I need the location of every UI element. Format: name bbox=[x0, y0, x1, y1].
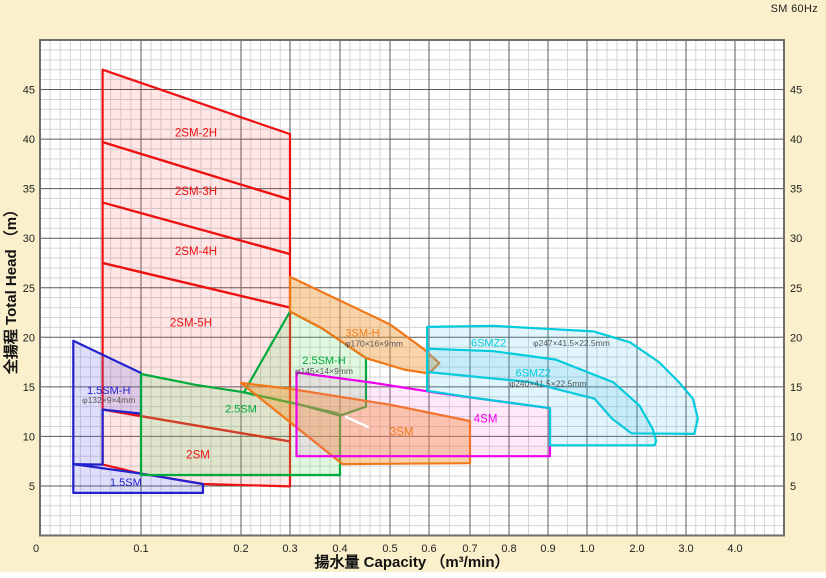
y-tick-label-right: 15 bbox=[790, 382, 802, 394]
y-tick-label-right: 5 bbox=[790, 481, 796, 493]
x-tick-label: 1.0 bbox=[579, 543, 594, 555]
region-label: φ170×16×9mm bbox=[345, 338, 403, 348]
region-label: 6SMZ2 bbox=[515, 367, 550, 379]
region-3SM bbox=[239, 381, 472, 466]
x-tick-label: 0.5 bbox=[382, 543, 397, 555]
x-tick-label: 0.6 bbox=[421, 543, 436, 555]
region-label: 2.5SM-H bbox=[302, 355, 345, 367]
x-tick-label: 2.0 bbox=[629, 543, 644, 555]
y-tick-label-left: 10 bbox=[23, 431, 35, 443]
region-label: 3SM-H bbox=[345, 327, 379, 339]
y-tick-label-right: 40 bbox=[790, 134, 802, 146]
region-label: φ240×41.5×22.5mm bbox=[510, 378, 587, 388]
x-tick-label: 0.9 bbox=[540, 543, 555, 555]
pump-regions bbox=[72, 68, 699, 494]
region-label: 4SM bbox=[474, 414, 498, 426]
region-label: 2SM-2H bbox=[175, 127, 217, 139]
region-label: 3SM bbox=[390, 427, 414, 439]
region-6SMZ2-240 bbox=[426, 347, 658, 447]
region-label: 2SM bbox=[186, 449, 210, 461]
y-tick-label-right: 30 bbox=[790, 233, 802, 245]
x-tick-label: 0.4 bbox=[332, 543, 347, 555]
plot-border bbox=[39, 39, 785, 537]
cursor-artifact bbox=[344, 415, 370, 429]
y-tick-labels: 5 5 10 10 15 15 20 20 25 25 30 30 35 35 40 40 45 45 bbox=[23, 85, 803, 493]
x-tick-label: 4.0 bbox=[727, 543, 742, 555]
x-tick-label: 0.3 bbox=[282, 543, 297, 555]
x-tick-label: 0 bbox=[33, 543, 39, 555]
region-labels: 2SM-2H 2SM-3H 2SM-4H 2SM-5H 2SM 1.5SM-Hφ132×9… bbox=[82, 127, 610, 489]
y-tick-label-left: 45 bbox=[23, 85, 35, 97]
y-tick-label-right: 45 bbox=[790, 85, 802, 97]
y-axis-title: 全揚程 Total Head （m） bbox=[2, 202, 20, 375]
region-label: φ132×9×4mm bbox=[82, 395, 135, 405]
y-tick-label-left: 30 bbox=[23, 233, 35, 245]
region-1.5SM bbox=[72, 463, 205, 494]
x-tick-label: 0.7 bbox=[462, 543, 477, 555]
y-tick-label-right: 10 bbox=[790, 431, 802, 443]
x-tick-label: 0.8 bbox=[501, 543, 516, 555]
region-label: 2.5SM bbox=[225, 404, 257, 416]
region-6SMZ2-247 bbox=[426, 324, 699, 435]
y-tick-label-left: 5 bbox=[29, 481, 35, 493]
region-label: 1.5SM-H bbox=[87, 385, 130, 397]
y-tick-label-right: 25 bbox=[790, 283, 802, 295]
y-tick-label-right: 35 bbox=[790, 184, 802, 196]
x-tick-label: 0.2 bbox=[233, 543, 248, 555]
x-tick-label: 0.1 bbox=[133, 543, 148, 555]
y-tick-label-left: 15 bbox=[23, 382, 35, 394]
y-tick-label-right: 20 bbox=[790, 332, 802, 344]
region-label: 1.5SM bbox=[110, 477, 142, 489]
x-tick-labels: 0 0.1 0.2 0.3 0.4 0.5 0.6 0.7 0.8 0.9 1.0 2.0 3.0 4.0 bbox=[33, 543, 743, 555]
x-axis-title: 揚水量 Capacity （m³/min） bbox=[314, 553, 509, 571]
region-3SM-H bbox=[288, 275, 441, 375]
region-label: φ145×14×9mm bbox=[295, 366, 353, 376]
x-tick-label: 3.0 bbox=[678, 543, 693, 555]
region-label: 2SM-5H bbox=[170, 318, 212, 330]
region-label: 6SMZ2 bbox=[471, 338, 506, 350]
region-label: 2SM-3H bbox=[175, 186, 217, 198]
frequency-label: SM 60Hz bbox=[770, 3, 818, 15]
y-tick-label-left: 35 bbox=[23, 184, 35, 196]
region-2.5SM bbox=[139, 372, 342, 477]
bottom-strip bbox=[0, 572, 826, 578]
y-tick-label-left: 25 bbox=[23, 283, 35, 295]
y-tick-label-left: 20 bbox=[23, 332, 35, 344]
region-label: φ247×41.5×22.5mm bbox=[533, 338, 610, 348]
region-label: 2SM-4H bbox=[175, 246, 217, 258]
y-tick-label-left: 40 bbox=[23, 134, 35, 146]
